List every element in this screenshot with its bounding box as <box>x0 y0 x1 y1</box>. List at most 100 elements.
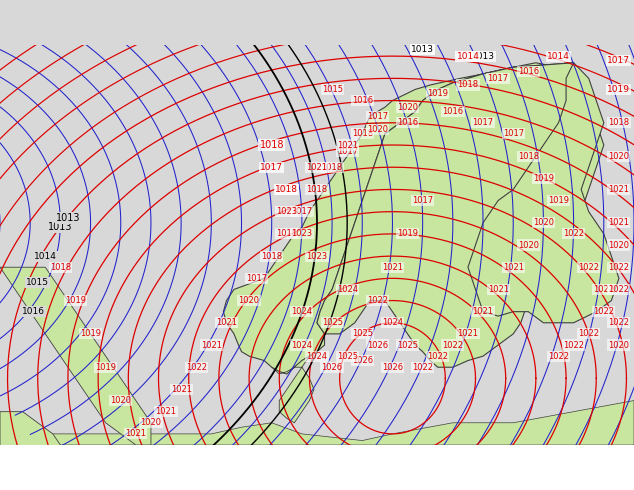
Text: 1018: 1018 <box>518 151 539 161</box>
Text: 1020: 1020 <box>609 341 630 349</box>
Text: 1021: 1021 <box>503 263 524 272</box>
Text: 1020: 1020 <box>609 151 630 161</box>
Polygon shape <box>468 63 619 323</box>
Text: 1021: 1021 <box>458 329 479 339</box>
Text: 1024: 1024 <box>292 307 313 316</box>
Text: 1024: 1024 <box>382 318 403 327</box>
Text: 1019: 1019 <box>65 296 86 305</box>
Text: 1019: 1019 <box>397 229 418 239</box>
Polygon shape <box>0 267 151 445</box>
Text: 1021: 1021 <box>126 429 146 439</box>
Text: 1020: 1020 <box>609 241 630 249</box>
Text: ©weatheronline.co.uk: ©weatheronline.co.uk <box>506 475 630 485</box>
Text: 1018: 1018 <box>276 229 297 239</box>
Text: 1018: 1018 <box>321 163 342 172</box>
Text: 1017: 1017 <box>607 56 630 65</box>
Text: 1022: 1022 <box>548 352 569 361</box>
Text: 1019: 1019 <box>607 85 630 94</box>
Text: 1021: 1021 <box>171 385 191 394</box>
Text: 1023: 1023 <box>276 207 297 216</box>
Text: 1025: 1025 <box>397 341 418 349</box>
Text: 1022: 1022 <box>593 285 614 294</box>
Text: 1021: 1021 <box>216 318 237 327</box>
Text: 1020: 1020 <box>141 418 162 427</box>
Polygon shape <box>0 412 60 478</box>
Text: 1021: 1021 <box>472 307 493 316</box>
Text: 1023: 1023 <box>292 229 313 239</box>
Text: 1017: 1017 <box>488 74 508 83</box>
Text: 1017: 1017 <box>337 147 358 156</box>
Text: 1024: 1024 <box>337 285 358 294</box>
Text: 1020: 1020 <box>397 103 418 112</box>
Text: 1020: 1020 <box>238 296 259 305</box>
Text: 1022: 1022 <box>578 329 599 339</box>
Text: 1021: 1021 <box>155 407 176 416</box>
Text: 1022: 1022 <box>427 352 448 361</box>
Text: 1013: 1013 <box>411 45 434 54</box>
Text: 1022: 1022 <box>276 185 297 194</box>
Text: 1017: 1017 <box>367 112 388 121</box>
Text: 1024: 1024 <box>306 352 328 361</box>
Text: 1019: 1019 <box>533 174 554 183</box>
Text: 1016: 1016 <box>443 107 463 116</box>
Text: 1018: 1018 <box>275 185 299 194</box>
Text: 1018: 1018 <box>352 129 373 138</box>
Text: 1025: 1025 <box>321 318 342 327</box>
Text: 1022: 1022 <box>609 318 630 327</box>
Text: 1015: 1015 <box>321 85 342 94</box>
Text: 1026: 1026 <box>382 363 403 372</box>
Text: 1022: 1022 <box>443 341 463 349</box>
Text: 1022: 1022 <box>563 229 584 239</box>
Text: 1019: 1019 <box>427 89 448 98</box>
Text: 1022: 1022 <box>609 285 630 294</box>
Text: 1020: 1020 <box>110 396 131 405</box>
Text: Su 26-05-2024 12:00 UTC (12+240): Su 26-05-2024 12:00 UTC (12+240) <box>374 456 630 468</box>
Text: 1022: 1022 <box>367 296 388 305</box>
Polygon shape <box>272 352 317 423</box>
Text: 1017: 1017 <box>260 163 283 172</box>
Text: 1026: 1026 <box>321 363 342 372</box>
Text: 1021: 1021 <box>609 185 630 194</box>
Text: 1021: 1021 <box>337 141 358 149</box>
Text: 1017: 1017 <box>412 196 433 205</box>
Text: 1018: 1018 <box>306 185 328 194</box>
Text: 1017: 1017 <box>503 129 524 138</box>
Text: 1017: 1017 <box>472 118 494 127</box>
Text: 1022: 1022 <box>609 263 630 272</box>
Text: 1025: 1025 <box>337 352 358 361</box>
Text: 1023: 1023 <box>306 251 328 261</box>
Text: 1013: 1013 <box>56 213 80 223</box>
Text: 1020: 1020 <box>367 125 388 134</box>
Text: 1018: 1018 <box>261 251 282 261</box>
Text: 1026: 1026 <box>367 341 388 349</box>
Text: Surface pressure [hPa] ECMWF: Surface pressure [hPa] ECMWF <box>4 456 228 468</box>
Text: 1016: 1016 <box>518 67 539 76</box>
Text: 1018: 1018 <box>259 140 284 150</box>
Text: 1018: 1018 <box>50 263 71 272</box>
Text: 1014: 1014 <box>34 251 56 261</box>
Text: 1022: 1022 <box>578 263 599 272</box>
Text: 1018: 1018 <box>609 118 630 127</box>
Text: 1020: 1020 <box>518 241 539 249</box>
Text: 1025: 1025 <box>352 329 373 339</box>
Polygon shape <box>317 63 604 367</box>
Text: 1016: 1016 <box>352 96 373 105</box>
Text: 1026: 1026 <box>352 356 373 365</box>
Text: 1022: 1022 <box>593 307 614 316</box>
Text: 1019: 1019 <box>548 196 569 205</box>
Text: 1019: 1019 <box>95 363 116 372</box>
Text: 1016: 1016 <box>397 118 418 127</box>
Text: 1017: 1017 <box>246 274 267 283</box>
Polygon shape <box>223 63 574 374</box>
Text: 1013: 1013 <box>48 222 73 232</box>
Text: 1022: 1022 <box>563 341 584 349</box>
Polygon shape <box>0 400 634 445</box>
Text: 1018: 1018 <box>457 80 479 90</box>
Text: 1021: 1021 <box>609 218 630 227</box>
Text: 1017: 1017 <box>292 207 313 216</box>
Text: 1021: 1021 <box>382 263 403 272</box>
Text: 1020: 1020 <box>533 218 554 227</box>
Text: 1014: 1014 <box>456 51 479 61</box>
Text: 1022: 1022 <box>412 363 433 372</box>
Text: 1022: 1022 <box>186 363 207 372</box>
